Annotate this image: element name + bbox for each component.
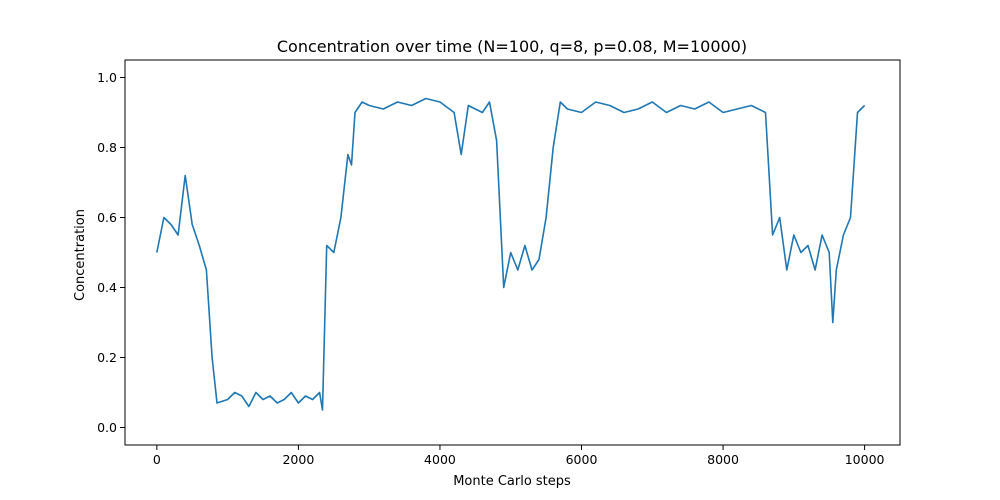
series-line-1 [156,97,866,411]
y-tick-label: 0.2 [97,350,117,365]
plot-area [156,97,866,411]
y-axis-label: Concentration [73,209,88,301]
x-axis-label: Monte Carlo steps [453,474,571,489]
x-tick-label: 10000 [845,452,885,467]
y-tick-label: 1.0 [97,70,117,85]
x-tick-label: 8000 [707,452,739,467]
y-tick-label: 0.4 [97,280,117,295]
y-tick-label: 0.0 [97,420,117,435]
chart-title: Concentration over time (N=100, q=8, p=0… [277,37,747,56]
x-tick-label: 0 [153,452,161,467]
y-tick-label: 0.6 [97,210,117,225]
y-tick-label: 0.8 [97,140,117,155]
x-tick-label: 6000 [566,452,598,467]
x-tick-label: 2000 [282,452,314,467]
axes: 0 2000 4000 6000 8000 10000 0.0 0.2 0.4 0.6 0.8 1.0 [97,59,901,467]
x-tick-label: 4000 [424,452,456,467]
plot-frame [124,59,901,446]
